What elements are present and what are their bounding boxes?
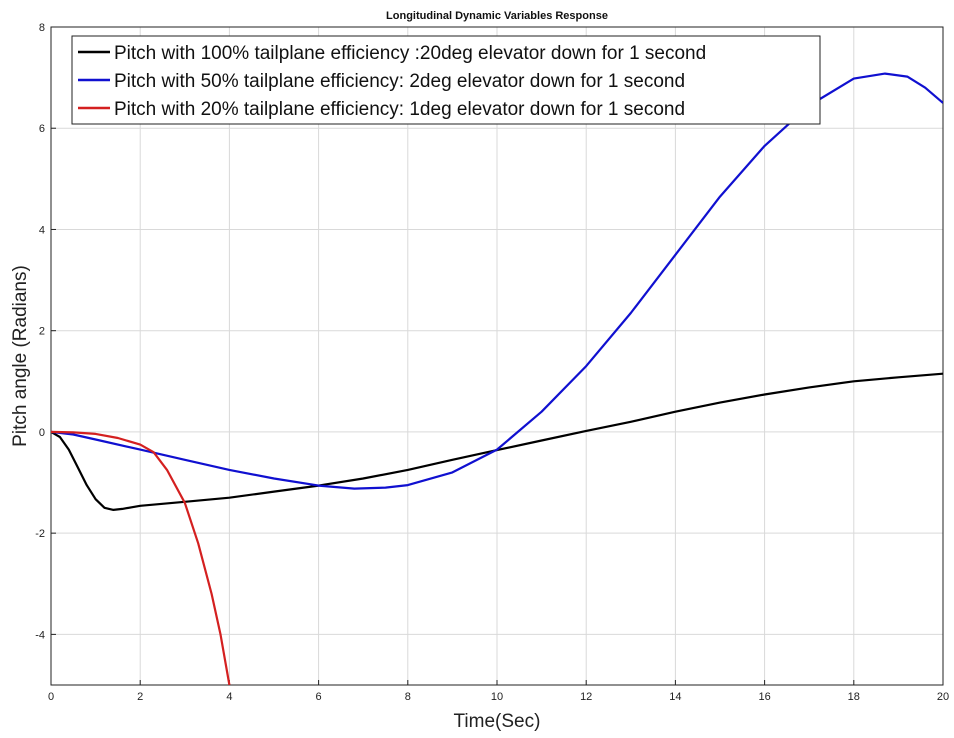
y-axis-label: Pitch angle (Radians) xyxy=(10,265,31,447)
x-tick-label: 12 xyxy=(580,691,592,703)
series-line-2 xyxy=(51,72,943,490)
x-tick-label: 6 xyxy=(316,691,322,703)
legend: Pitch with 100% tailplane efficiency :20… xyxy=(71,35,821,125)
legend-entry-1: Pitch with 100% tailplane efficiency :20… xyxy=(114,43,706,64)
x-tick-label: 20 xyxy=(937,691,949,703)
x-tick-label: 4 xyxy=(226,691,232,703)
series-lines xyxy=(51,72,943,685)
x-axis-ticks: 0 2 4 6 8 10 12 14 16 18 20 xyxy=(48,680,949,703)
x-tick-label: 8 xyxy=(405,691,411,703)
y-tick-label: 0 xyxy=(39,427,45,439)
y-tick-label: -4 xyxy=(35,629,45,641)
x-tick-label: 18 xyxy=(848,691,860,703)
x-axis-label: Time(Sec) xyxy=(454,711,541,732)
x-tick-label: 14 xyxy=(669,691,681,703)
legend-box xyxy=(71,35,821,125)
y-tick-label: 8 xyxy=(39,22,45,34)
series-line-1 xyxy=(51,372,943,511)
y-tick-label: 6 xyxy=(39,123,45,135)
x-tick-label: 0 xyxy=(48,691,54,703)
y-tick-label: 2 xyxy=(39,326,45,338)
legend-entry-3: Pitch with 20% tailplane efficiency: 1de… xyxy=(114,99,685,120)
y-tick-label: 4 xyxy=(39,224,45,236)
x-tick-label: 2 xyxy=(137,691,143,703)
chart-title: Longitudinal Dynamic Variables Response xyxy=(386,10,608,22)
legend-entry-2: Pitch with 50% tailplane efficiency: 2de… xyxy=(114,71,685,92)
x-tick-label: 10 xyxy=(491,691,503,703)
series-line-3 xyxy=(51,430,231,685)
x-tick-label: 16 xyxy=(758,691,770,703)
y-tick-label: -2 xyxy=(35,528,45,540)
